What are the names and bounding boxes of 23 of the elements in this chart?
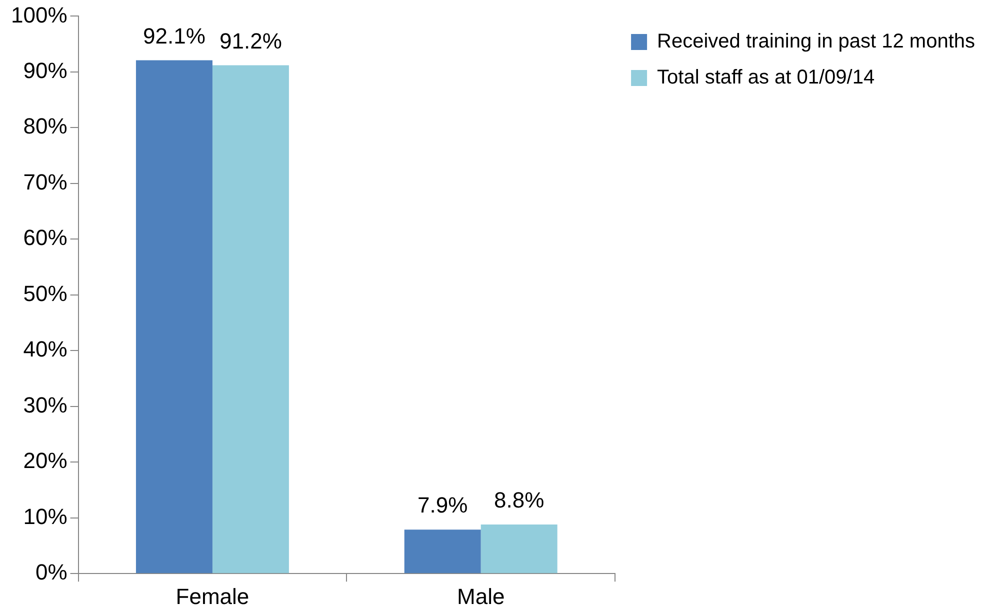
- x-tick-label: Female: [176, 584, 250, 609]
- bar: [212, 65, 289, 574]
- y-tick-label: 10%: [23, 504, 68, 529]
- y-tick-label: 40%: [23, 336, 68, 362]
- data-label: 91.2%: [220, 28, 282, 54]
- bar: [136, 60, 212, 574]
- y-tick-label: 90%: [23, 58, 68, 84]
- y-tick-label: 20%: [23, 448, 68, 474]
- y-tick-label: 60%: [23, 225, 68, 250]
- y-tick-label: 100%: [10, 2, 68, 28]
- y-tick-label: 70%: [23, 169, 68, 194]
- bar: [480, 524, 558, 574]
- legend-label: Total staff as at 01/09/14: [657, 66, 875, 89]
- y-tick-label: 30%: [23, 392, 68, 418]
- y-tick-label: 80%: [23, 114, 68, 139]
- x-tick-label: Male: [457, 584, 505, 609]
- data-label: 8.8%: [494, 488, 544, 513]
- y-tick-label: 50%: [23, 280, 68, 306]
- bar: [404, 530, 481, 574]
- data-label: 92.1%: [143, 23, 206, 48]
- data-label: 7.9%: [418, 492, 468, 518]
- legend-label: Received training in past 12 months: [657, 30, 976, 53]
- y-tick-label: 0%: [35, 560, 68, 585]
